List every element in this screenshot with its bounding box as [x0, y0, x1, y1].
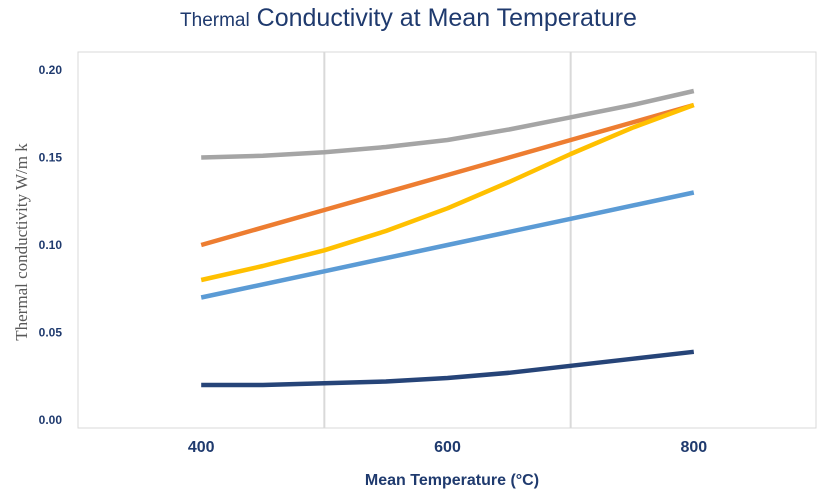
series-line-5	[201, 349, 695, 388]
x-tick-label: 600	[434, 439, 461, 456]
chart-title-prefix: Thermal	[180, 10, 250, 31]
y-tick-label: 0.00	[39, 413, 63, 427]
series-line-3	[200, 102, 695, 283]
series-layer	[200, 88, 695, 388]
x-tick-label: 400	[188, 439, 215, 456]
plot-frame	[77, 51, 817, 429]
chart-title-main: Conductivity at Mean Temperature	[249, 4, 637, 32]
grid-layer	[77, 51, 817, 429]
series-line-2	[200, 102, 695, 248]
series-line-4	[200, 190, 695, 300]
x-axis-label: Mean Temperature (°C)	[365, 472, 539, 489]
x-tick-label: 800	[680, 439, 707, 456]
axis-layer: 0.00 0.05 0.10 0.15 0.20 400 600 800	[39, 63, 708, 456]
chart-title: Thermal Conductivity at Mean Temperature	[0, 4, 817, 33]
y-tick-label: 0.10	[39, 238, 63, 252]
y-axis-label: Thermal conductivity W/m k	[12, 143, 31, 341]
series-line-1	[201, 88, 695, 160]
y-tick-label: 0.20	[39, 63, 63, 77]
y-tick-label: 0.15	[39, 151, 63, 165]
y-tick-label: 0.05	[39, 326, 63, 340]
